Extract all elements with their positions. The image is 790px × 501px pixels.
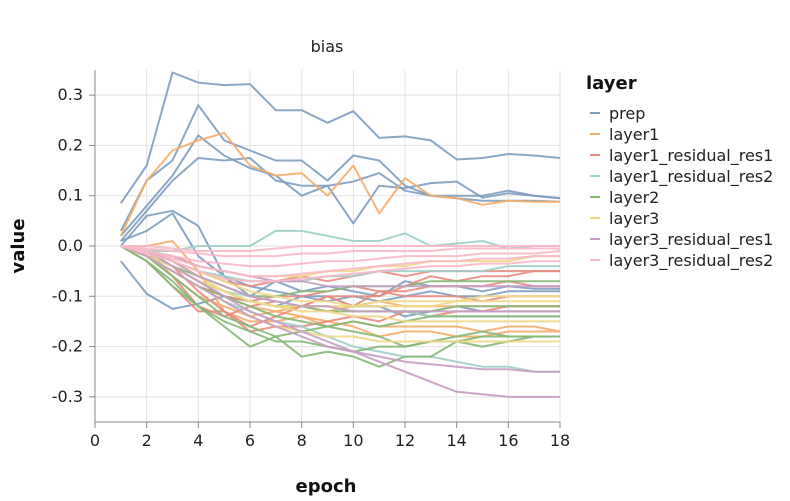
legend-label-layer3: layer3 [609, 209, 659, 228]
x-tick-label: 16 [498, 431, 518, 450]
legend-label-prep: prep [609, 104, 645, 123]
series-line-layer3-residual-res2 [120, 245, 561, 268]
series-line-layer3-residual-res2 [120, 245, 560, 283]
x-tick-label: 4 [193, 431, 203, 450]
series-line-layer1-residual-res2 [120, 229, 560, 252]
chart-title: bias [311, 37, 344, 56]
y-tick-label: 0.2 [58, 135, 83, 154]
legend-title: layer [586, 73, 637, 94]
legend-label-layer1-residual-res2: layer1_residual_res2 [609, 167, 773, 187]
legend-label-layer3-residual-res2: layer3_residual_res2 [609, 251, 773, 271]
series-layer [119, 71, 561, 398]
x-tick-label: 0 [90, 431, 100, 450]
legend-label-layer3-residual-res1: layer3_residual_res1 [609, 230, 773, 250]
y-tick-label: -0.1 [52, 286, 83, 305]
legend: layer preplayer1layer1_residual_res1laye… [586, 73, 773, 271]
x-tick-label: 18 [550, 431, 570, 450]
legend-items: prep layer1 layer1_residual_res1layer1_res… [590, 104, 773, 271]
y-tick-label: 0.3 [58, 85, 83, 104]
x-tick-label: 6 [245, 431, 255, 450]
series-line-layer3-residual-res1 [120, 245, 560, 313]
legend-label-layer2: layer2 [609, 188, 659, 207]
y-tick-label: 0.0 [58, 236, 83, 255]
x-axis-title: epoch [296, 476, 357, 497]
series-line-prep [119, 71, 561, 204]
y-axis-title: value [8, 218, 29, 273]
series-line-layer3-residual-res2 [120, 245, 560, 278]
y-tick-label: 0.1 [58, 186, 83, 205]
legend-label-layer1: layer1 [609, 125, 659, 144]
x-tick-label: 10 [343, 431, 363, 450]
x-axis: 0 2 4 6 8 10 12 14 16 18 [90, 422, 570, 450]
series-line-prep [120, 157, 561, 242]
series-line-prep [119, 104, 561, 232]
legend-label-layer1-residual-res1: layer1_residual_res1 [609, 146, 773, 166]
series-line-layer3-residual-res2 [120, 245, 560, 258]
series-line-layer3-residual-res2 [120, 245, 560, 252]
series-line-prep [120, 134, 561, 237]
series-line-layer3-residual-res1 [120, 245, 560, 373]
x-tick-label: 12 [395, 431, 415, 450]
series-line-layer3-residual-res1 [120, 245, 560, 398]
series-line-layer1 [119, 131, 560, 237]
y-axis: 0.3 0.2 0.1 0.0 -0.1 -0.2 -0.3 [52, 85, 95, 406]
y-tick-label: -0.2 [52, 337, 83, 356]
y-tick-label: -0.3 [52, 387, 83, 406]
x-tick-label: 14 [446, 431, 466, 450]
series-line-layer2 [120, 245, 560, 338]
x-tick-label: 8 [297, 431, 307, 450]
x-tick-label: 2 [142, 431, 152, 450]
